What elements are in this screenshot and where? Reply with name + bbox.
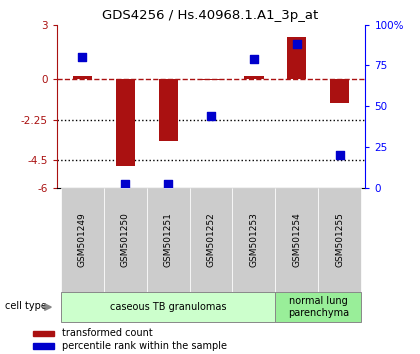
Bar bbox=[33, 343, 54, 349]
Bar bbox=[116, 79, 135, 166]
Text: GDS4256 / Hs.40968.1.A1_3p_at: GDS4256 / Hs.40968.1.A1_3p_at bbox=[102, 9, 318, 22]
Bar bbox=[158, 79, 178, 141]
Bar bbox=[61, 292, 276, 322]
Point bbox=[122, 182, 129, 187]
Text: GSM501252: GSM501252 bbox=[207, 212, 215, 267]
Text: transformed count: transformed count bbox=[62, 328, 152, 338]
Point bbox=[208, 113, 215, 119]
Bar bbox=[318, 188, 361, 292]
Bar bbox=[244, 76, 264, 79]
Text: GSM501254: GSM501254 bbox=[292, 212, 301, 267]
Text: caseous TB granulomas: caseous TB granulomas bbox=[110, 302, 226, 312]
Text: cell type: cell type bbox=[5, 301, 47, 310]
Text: percentile rank within the sample: percentile rank within the sample bbox=[62, 341, 226, 350]
Bar bbox=[276, 188, 318, 292]
Bar bbox=[104, 188, 147, 292]
Bar bbox=[287, 38, 307, 79]
Bar bbox=[276, 292, 361, 322]
Point bbox=[336, 152, 343, 158]
Text: GSM501251: GSM501251 bbox=[164, 212, 173, 267]
Bar bbox=[330, 79, 349, 103]
Point bbox=[251, 56, 257, 62]
Point bbox=[165, 182, 171, 187]
Text: GSM501253: GSM501253 bbox=[249, 212, 258, 267]
Bar bbox=[73, 76, 92, 79]
Point bbox=[79, 55, 86, 60]
Bar bbox=[189, 188, 233, 292]
Bar bbox=[233, 188, 276, 292]
Point bbox=[294, 41, 300, 47]
Text: GSM501249: GSM501249 bbox=[78, 212, 87, 267]
Bar bbox=[61, 188, 104, 292]
Text: GSM501250: GSM501250 bbox=[121, 212, 130, 267]
Bar bbox=[33, 331, 54, 336]
Bar bbox=[202, 79, 220, 80]
Bar bbox=[147, 188, 189, 292]
Text: GSM501255: GSM501255 bbox=[335, 212, 344, 267]
Text: normal lung
parenchyma: normal lung parenchyma bbox=[288, 296, 349, 318]
